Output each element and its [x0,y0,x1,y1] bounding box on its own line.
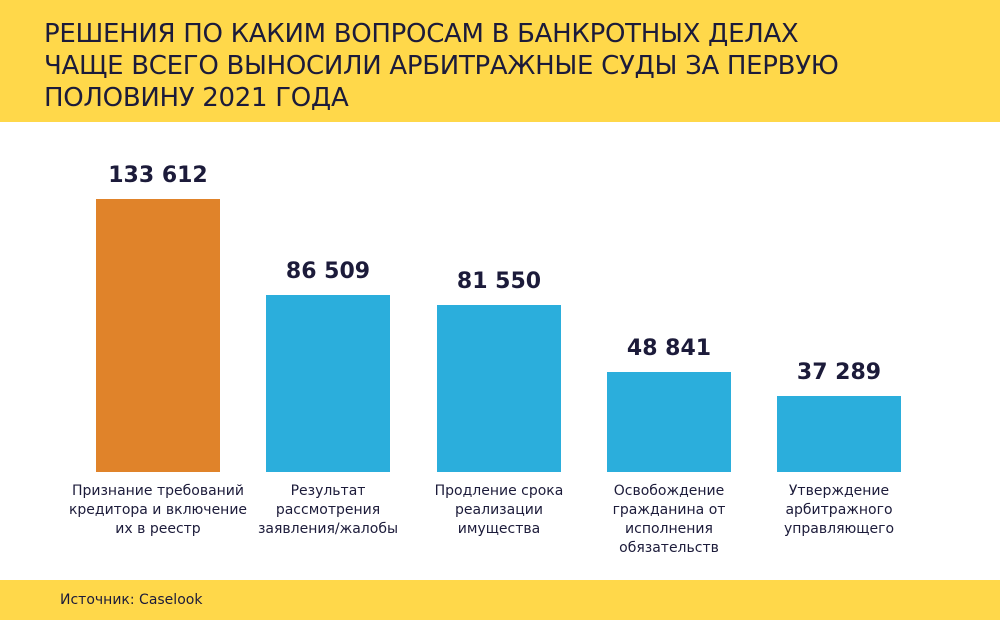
category-label: Результат рассмотрения заявления/жалобы [257,483,399,537]
bar [266,295,390,472]
category-label: Освобождение гражданина от исполнения об… [612,483,726,556]
footer-band: Источник: Caselook [0,580,1000,620]
value-label: 81 550 [456,269,542,295]
value-label: 48 841 [626,336,712,362]
bar [437,305,561,472]
category-label: Продление срока реализации имущества [434,483,564,537]
bar-chart: 133 612 Признание требований кредитора и … [0,122,1000,580]
value-label: 133 612 [108,163,208,188]
bar [96,199,220,472]
chart-title: Решения по каким вопросам в банкротных д… [44,19,839,113]
value-label: 86 509 [285,259,371,285]
source-label: Источник: Caselook [60,592,203,608]
category-label: Утверждение арбитражного управляющего [783,483,895,537]
value-label: 37 289 [796,359,882,385]
category-label: Признание требований кредитора и включен… [68,483,248,537]
bar [607,372,731,472]
header-band: Решения по каким вопросам в банкротных д… [0,0,1000,122]
bar [777,395,901,472]
